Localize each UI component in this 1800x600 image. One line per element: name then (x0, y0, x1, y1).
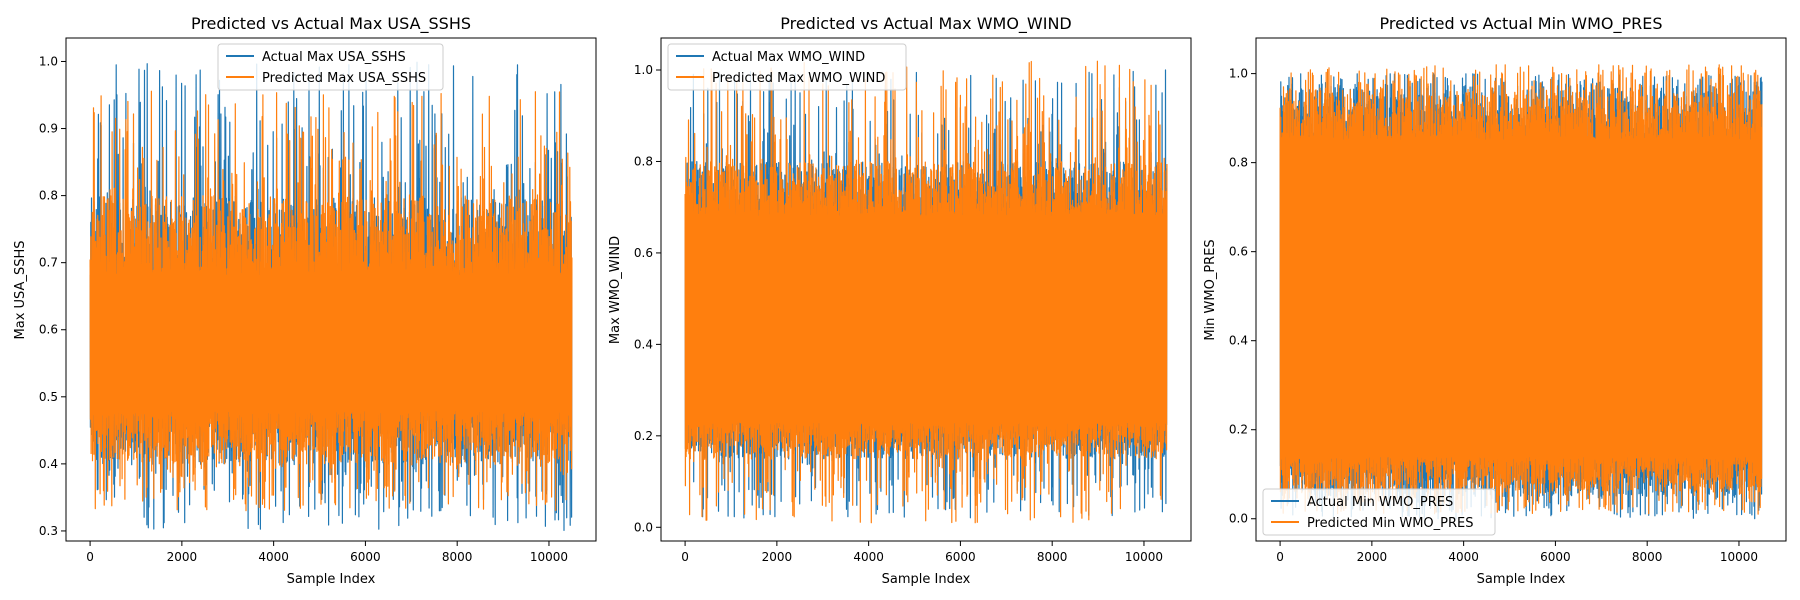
axis-ticks: 0 2000 4000 6000 8000 10000 0.0 0.2 0.4 0.6 0.8 1.0 (634, 63, 1163, 564)
chart-title: Predicted vs Actual Max WMO_WIND (780, 14, 1072, 34)
x-tick-label: 8000 (442, 550, 473, 564)
legend-label-predicted: Predicted Max USA_SSHS (262, 71, 426, 86)
y-tick-label: 0.5 (39, 390, 58, 404)
y-tick-label: 0.2 (634, 429, 653, 443)
legend: Actual Max WMO_WIND Predicted Max WMO_WI… (667, 43, 907, 91)
y-tick-label: 1.0 (1229, 67, 1248, 81)
plot-frame (65, 37, 597, 542)
x-axis-label: Sample Index (287, 572, 376, 587)
chart-panel-wmo-pres: Predicted vs Actual Min WMO_PRES 0 2000 40… (1203, 14, 1787, 587)
legend-box (667, 43, 907, 91)
y-axis-label: Max WMO_WIND (608, 236, 623, 344)
y-tick-label: 0.8 (634, 154, 653, 168)
x-tick-label: 2000 (1357, 550, 1388, 564)
legend-box (1262, 488, 1496, 536)
series-line-predicted (684, 60, 1168, 524)
x-tick-label: 6000 (945, 550, 976, 564)
series-line-predicted (89, 90, 573, 512)
y-tick-label: 0.6 (39, 323, 58, 337)
y-tick-label: 0.0 (634, 520, 653, 534)
data-lines (684, 60, 1168, 524)
y-tick-label: 0.0 (1229, 512, 1248, 526)
legend-label-predicted: Predicted Min WMO_PRES (1307, 516, 1474, 531)
y-tick-label: 0.6 (634, 246, 653, 260)
x-axis-label: Sample Index (882, 572, 971, 587)
data-lines (89, 61, 573, 531)
x-tick-label: 6000 (1540, 550, 1571, 564)
y-tick-label: 0.8 (1229, 156, 1248, 170)
plot-frame (1255, 37, 1787, 542)
x-tick-label: 8000 (1632, 550, 1663, 564)
legend-label-predicted: Predicted Max WMO_WIND (712, 71, 885, 86)
legend: Actual Max USA_SSHS Predicted Max USA_SS… (217, 43, 444, 91)
axis-ticks: 0 2000 4000 6000 8000 10000 0.3 0.4 0.5 0.6 0.7 0.8… (39, 54, 568, 564)
x-tick-label: 0 (86, 550, 94, 564)
y-tick-label: 0.3 (39, 524, 58, 538)
y-tick-label: 1.0 (634, 63, 653, 77)
x-tick-label: 4000 (1448, 550, 1479, 564)
y-tick-label: 0.4 (1229, 334, 1248, 348)
x-tick-label: 4000 (853, 550, 884, 564)
y-tick-label: 0.4 (39, 457, 58, 471)
y-tick-label: 0.6 (1229, 245, 1248, 259)
legend-label-actual: Actual Min WMO_PRES (1307, 495, 1453, 510)
x-tick-label: 10000 (530, 550, 568, 564)
x-tick-label: 2000 (167, 550, 198, 564)
legend-label-actual: Actual Max WMO_WIND (712, 50, 865, 65)
y-tick-label: 0.2 (1229, 423, 1248, 437)
x-tick-label: 8000 (1037, 550, 1068, 564)
y-axis-label: Max USA_SSHS (13, 241, 28, 340)
legend-box (217, 43, 444, 91)
x-tick-label: 0 (1276, 550, 1284, 564)
y-tick-label: 0.7 (39, 256, 58, 270)
chart-title: Predicted vs Actual Min WMO_PRES (1379, 14, 1662, 34)
chart-panel-wmo-wind: Predicted vs Actual Max WMO_WIND 0 2000 40… (608, 14, 1192, 587)
y-tick-label: 0.8 (39, 189, 58, 203)
chart-title: Predicted vs Actual Max USA_SSHS (191, 14, 471, 34)
y-tick-label: 1.0 (39, 54, 58, 68)
series-line-predicted (1279, 64, 1763, 515)
x-tick-label: 4000 (258, 550, 289, 564)
y-tick-label: 0.4 (634, 337, 653, 351)
chart-panel-usa-sshs: Predicted vs Actual Max USA_SSHS 0 2000 40… (13, 14, 597, 587)
plot-frame (660, 37, 1192, 542)
x-tick-label: 10000 (1125, 550, 1163, 564)
x-tick-label: 0 (681, 550, 689, 564)
x-tick-label: 10000 (1720, 550, 1758, 564)
axis-ticks: 0 2000 4000 6000 8000 10000 0.0 0.2 0.4 0.6 0.8 1.0 (1229, 67, 1758, 564)
x-tick-label: 2000 (762, 550, 793, 564)
legend-label-actual: Actual Max USA_SSHS (262, 50, 406, 65)
y-tick-label: 0.9 (39, 122, 58, 136)
data-lines (1279, 64, 1763, 520)
legend: Actual Min WMO_PRES Predicted Min WMO_PR… (1262, 488, 1496, 536)
x-tick-label: 6000 (350, 550, 381, 564)
x-axis-label: Sample Index (1477, 572, 1566, 587)
y-axis-label: Min WMO_PRES (1203, 239, 1218, 340)
